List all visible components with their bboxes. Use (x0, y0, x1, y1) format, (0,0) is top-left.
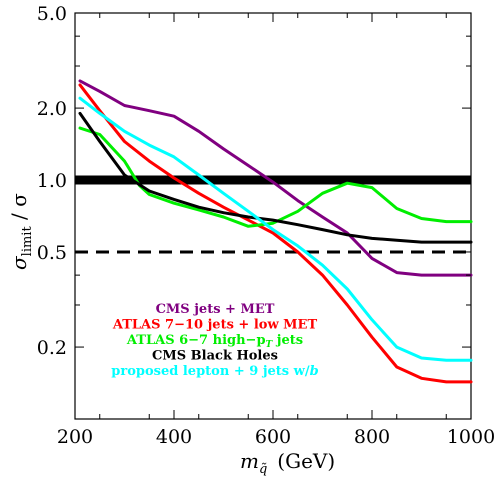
x-tick-label: 800 (354, 426, 390, 448)
series-layer (78, 79, 473, 384)
y-tick-label: 5.0 (37, 3, 67, 25)
x-tick-label: 1000 (447, 426, 495, 448)
series-line-5 (78, 96, 473, 362)
y-axis-title-main: σ (7, 255, 31, 270)
x-axis-title: mq̃ (GeV) (240, 449, 335, 477)
series-line-2 (78, 83, 473, 384)
y-axis-title: σlimit / σ (7, 193, 35, 270)
series-line-1 (78, 79, 473, 277)
legend-entry-2: ATLAS 7−10 jets + low MET (112, 318, 318, 333)
y-axis-title-tail: / σ (7, 193, 31, 226)
tick-layer: 200 400 600 800 1000 0.2 0.5 1.0 2.0 5.0 (37, 3, 495, 448)
y-tick-label: 0.2 (37, 337, 67, 359)
x-axis-title-sub: q̃ (259, 462, 267, 477)
y-tick-label: 0.5 (37, 242, 67, 264)
x-axis-title-main: m (240, 449, 259, 473)
legend-entry-5: proposed lepton + 9 jets w/b (111, 364, 318, 379)
legend-entry-3: ATLAS 6−7 high−pT jets (126, 333, 303, 350)
y-tick-label: 2.0 (37, 98, 67, 120)
legend-entry-1: CMS jets + MET (156, 302, 275, 317)
legend-entry-4: CMS Black Holes (152, 349, 278, 364)
x-axis-title-unit: (GeV) (277, 449, 335, 473)
x-tick-label: 200 (57, 426, 93, 448)
x-tick-label: 600 (255, 426, 291, 448)
x-tick-label: 400 (156, 426, 192, 448)
y-axis-title-sub: limit (20, 226, 35, 257)
reference-lines (75, 175, 471, 254)
y-tick-label: 1.0 (37, 170, 67, 192)
series-line-4 (78, 111, 473, 244)
